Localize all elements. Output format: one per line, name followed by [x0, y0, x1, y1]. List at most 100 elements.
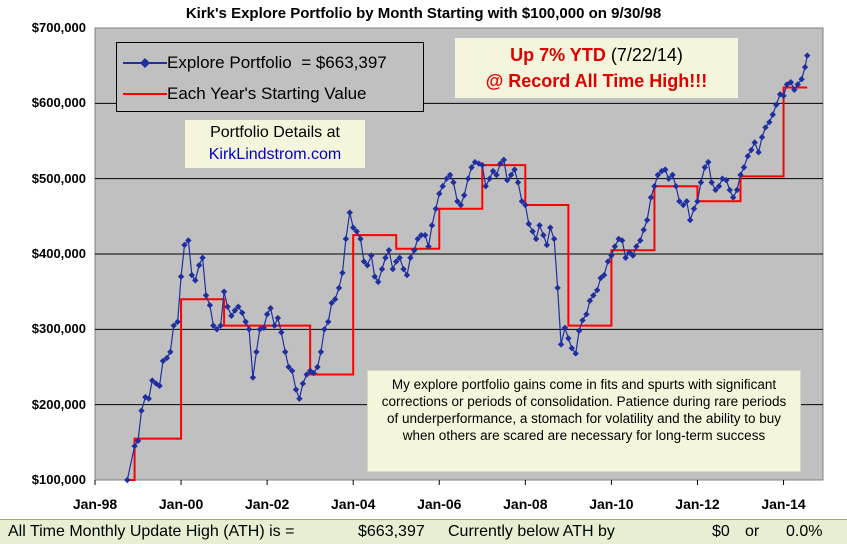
- data-point: [393, 258, 400, 265]
- data-point: [185, 237, 192, 244]
- data-point: [737, 171, 744, 179]
- series-explore-portfolio: [124, 52, 811, 484]
- data-point: [514, 179, 522, 186]
- data-point: [647, 194, 655, 201]
- data-point: [547, 224, 554, 231]
- data-point: [282, 348, 289, 356]
- data-point: [206, 302, 214, 309]
- data-point: [748, 146, 755, 154]
- footer-ath-label: All Time Monthly Update High (ATH) is =: [8, 523, 295, 540]
- data-point: [425, 243, 432, 250]
- data-point: [529, 228, 536, 235]
- data-point: [561, 324, 569, 332]
- data-point: [296, 395, 303, 402]
- data-point: [705, 158, 712, 166]
- data-point: [504, 176, 511, 184]
- data-point: [758, 134, 766, 141]
- data-point: [791, 86, 798, 93]
- data-point: [174, 318, 181, 325]
- data-point: [637, 237, 644, 244]
- data-point: [651, 183, 658, 190]
- data-point: [712, 186, 719, 194]
- data-point: [325, 318, 332, 325]
- data-point: [654, 171, 662, 179]
- data-point: [210, 322, 217, 329]
- details-label: Portfolio Details at: [210, 124, 340, 141]
- data-point: [575, 327, 583, 335]
- data-point: [400, 265, 407, 273]
- data-point: [568, 344, 576, 352]
- data-point: [511, 166, 518, 173]
- data-point: [579, 317, 586, 324]
- data-point: [292, 386, 300, 393]
- data-point: [686, 216, 694, 224]
- footer-below-label: Currently below ATH by: [448, 523, 615, 540]
- data-point: [417, 231, 425, 239]
- data-point: [220, 288, 228, 295]
- ytd-main-text: Up 7% YTD: [510, 45, 606, 65]
- data-point: [604, 258, 612, 265]
- data-point: [461, 192, 468, 199]
- data-point: [454, 198, 461, 205]
- data-point: [489, 167, 497, 175]
- commentary-note: My explore portfolio gains come in fits …: [367, 370, 801, 472]
- data-point: [235, 303, 242, 310]
- y-tick-label: $500,000: [31, 170, 86, 186]
- data-point: [192, 277, 199, 284]
- data-point: [385, 247, 393, 254]
- data-point: [608, 252, 615, 259]
- details-link[interactable]: KirkLindstrom.com: [208, 146, 342, 163]
- chart-title: Kirk's Explore Portfolio by Month Starti…: [185, 5, 662, 22]
- data-point: [134, 437, 142, 445]
- data-point: [780, 92, 787, 99]
- data-point: [177, 273, 185, 280]
- data-point: [550, 235, 558, 243]
- data-point: [159, 357, 167, 365]
- data-point: [396, 254, 403, 261]
- data-point: [274, 314, 282, 322]
- x-axis-ticks: [94, 480, 785, 485]
- data-point: [554, 284, 561, 292]
- x-tick-label: Jan-04: [331, 496, 376, 512]
- footer-below-amount: $0: [712, 523, 730, 540]
- data-point: [643, 216, 651, 224]
- data-point: [314, 363, 321, 371]
- data-point: [804, 52, 811, 59]
- x-tick-label: Jan-98: [72, 496, 118, 512]
- data-point: [497, 160, 504, 167]
- data-point: [690, 205, 698, 212]
- data-point: [680, 201, 687, 209]
- x-tick-label: Jan-14: [761, 496, 806, 512]
- data-point: [794, 81, 801, 88]
- ath-footer: All Time Monthly Update High (ATH) is = …: [0, 519, 847, 544]
- legend-label-explore: Explore Portfolio: [167, 53, 292, 72]
- x-tick-label: Jan-08: [503, 496, 548, 512]
- footer-below-pct: 0.0%: [786, 523, 823, 540]
- data-point: [428, 222, 436, 229]
- y-tick-label: $200,000: [31, 396, 86, 412]
- data-point: [640, 226, 647, 234]
- data-point: [156, 382, 163, 390]
- legend: Explore Portfolio = $663,397 Each Year's…: [116, 42, 424, 112]
- data-point: [744, 152, 752, 160]
- data-point: [518, 198, 526, 205]
- data-point: [629, 252, 637, 259]
- data-point: [482, 183, 489, 190]
- data-point: [766, 118, 773, 126]
- data-point: [715, 183, 723, 190]
- data-point: [407, 254, 414, 261]
- data-point: [188, 271, 196, 279]
- data-point: [368, 252, 375, 259]
- data-point: [479, 161, 486, 169]
- data-point: [683, 198, 690, 205]
- data-point: [572, 350, 579, 357]
- data-point: [740, 164, 748, 171]
- data-point: [532, 235, 540, 243]
- data-point: [321, 326, 328, 333]
- data-point: [432, 205, 440, 212]
- legend-item-explore-portfolio: Explore Portfolio = $663,397: [117, 49, 423, 77]
- data-point: [665, 175, 672, 182]
- data-point: [149, 377, 156, 384]
- data-point: [299, 380, 307, 387]
- data-point: [525, 220, 532, 228]
